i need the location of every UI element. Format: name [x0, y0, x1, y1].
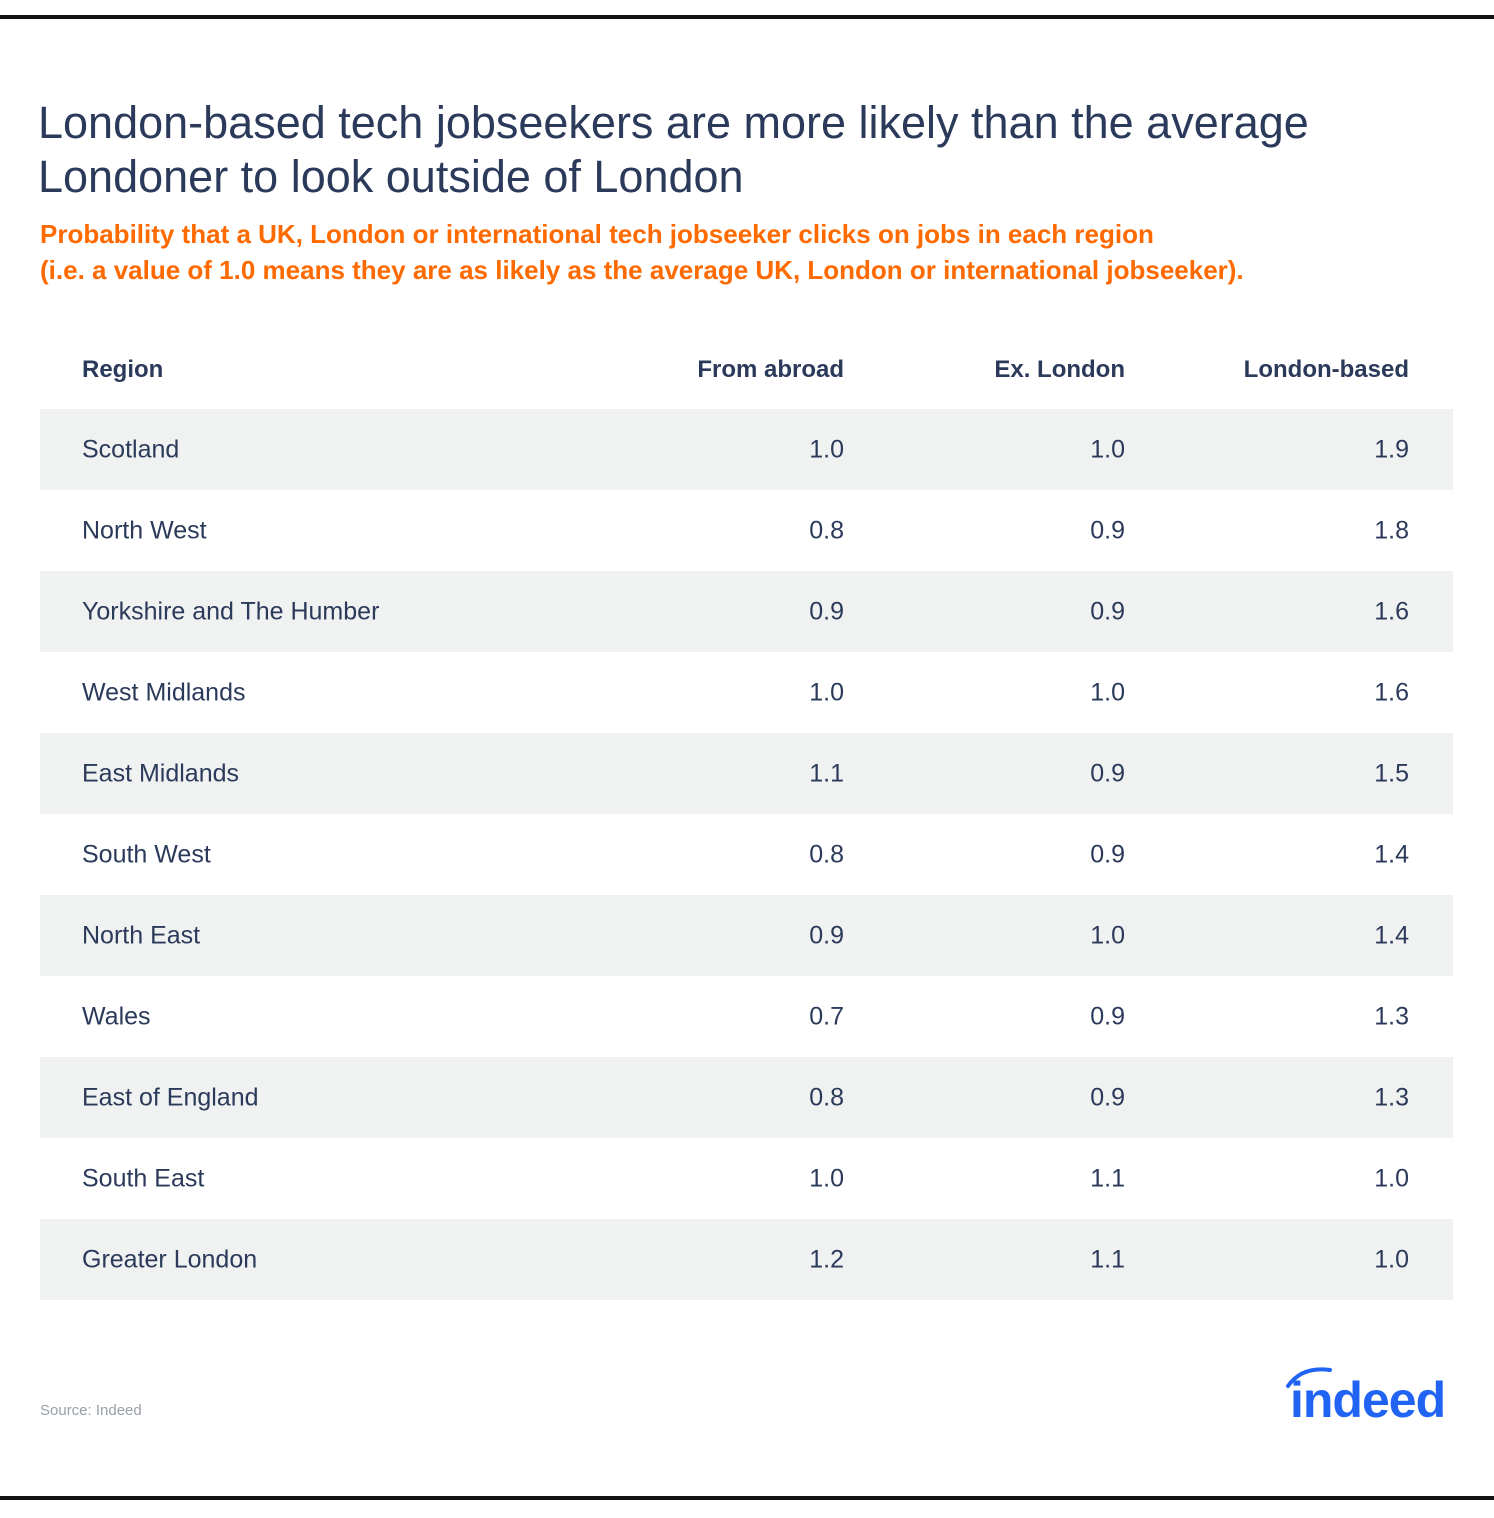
cell-ex-london: 0.9	[1090, 759, 1125, 787]
table-row: South West 0.8 0.9 1.4	[40, 814, 1453, 895]
subtitle-line-2: (i.e. a value of 1.0 means they are as l…	[40, 255, 1244, 285]
table-row: South East 1.0 1.1 1.0	[40, 1138, 1453, 1219]
cell-from-abroad: 0.8	[809, 1083, 844, 1111]
cell-ex-london: 0.9	[1090, 1002, 1125, 1030]
cell-region: South East	[82, 1164, 205, 1192]
header-london-based: London-based	[1243, 355, 1409, 383]
cell-region: East Midlands	[82, 759, 240, 787]
cell-from-abroad: 0.7	[809, 1002, 844, 1030]
cell-london-based: 1.4	[1374, 921, 1409, 949]
cell-from-abroad: 0.8	[809, 516, 844, 544]
cell-ex-london: 0.9	[1090, 516, 1125, 544]
cell-london-based: 1.9	[1374, 435, 1409, 463]
cell-from-abroad: 1.2	[809, 1245, 844, 1273]
cell-region: East of England	[82, 1083, 259, 1111]
cell-london-based: 1.3	[1374, 1002, 1409, 1030]
table-row: North East 0.9 1.0 1.4	[40, 895, 1453, 976]
data-table: Region From abroad Ex. London London-bas…	[40, 330, 1453, 1300]
table-row: Wales 0.7 0.9 1.3	[40, 976, 1453, 1057]
cell-region: North East	[82, 921, 201, 949]
table-row: North West 0.8 0.9 1.8	[40, 490, 1453, 571]
table-row: West Midlands 1.0 1.0 1.6	[40, 652, 1453, 733]
cell-london-based: 1.6	[1374, 597, 1409, 625]
cell-region: South West	[82, 840, 211, 868]
cell-region: Wales	[82, 1002, 151, 1030]
cell-ex-london: 1.1	[1090, 1164, 1125, 1192]
cell-region: Greater London	[82, 1245, 258, 1273]
header-ex-london: Ex. London	[994, 355, 1125, 383]
svg-text:indeed: indeed	[1290, 1372, 1445, 1422]
table-row: East Midlands 1.1 0.9 1.5	[40, 733, 1453, 814]
cell-from-abroad: 1.1	[809, 759, 844, 787]
cell-ex-london: 0.9	[1090, 597, 1125, 625]
cell-ex-london: 1.0	[1090, 921, 1125, 949]
cell-ex-london: 0.9	[1090, 1083, 1125, 1111]
cell-london-based: 1.5	[1374, 759, 1409, 787]
cell-london-based: 1.3	[1374, 1083, 1409, 1111]
cell-london-based: 1.6	[1374, 678, 1409, 706]
header-from-abroad: From abroad	[697, 355, 844, 383]
top-rule	[0, 15, 1494, 19]
cell-london-based: 1.0	[1374, 1245, 1409, 1273]
table-row: East of England 0.8 0.9 1.3	[40, 1057, 1453, 1138]
table-row: Greater London 1.2 1.1 1.0	[40, 1219, 1453, 1300]
cell-region: Scotland	[82, 435, 180, 463]
cell-from-abroad: 0.9	[809, 921, 844, 949]
cell-region: Yorkshire and The Humber	[82, 597, 380, 625]
cell-from-abroad: 0.9	[809, 597, 844, 625]
cell-ex-london: 0.9	[1090, 840, 1125, 868]
table-row: Scotland 1.0 1.0 1.9	[40, 409, 1453, 490]
page-title: London-based tech jobseekers are more li…	[38, 97, 1309, 202]
indeed-logo: indeed	[1284, 1362, 1456, 1428]
cell-ex-london: 1.0	[1090, 678, 1125, 706]
subtitle: Probability that a UK, London or interna…	[40, 216, 1460, 288]
cell-region: North West	[82, 516, 207, 544]
cell-ex-london: 1.0	[1090, 435, 1125, 463]
subtitle-line-1: Probability that a UK, London or interna…	[40, 219, 1154, 249]
header-region: Region	[82, 355, 164, 383]
cell-from-abroad: 0.8	[809, 840, 844, 868]
table-row: Yorkshire and The Humber 0.9 0.9 1.6	[40, 571, 1453, 652]
cell-from-abroad: 1.0	[809, 435, 844, 463]
bottom-rule	[0, 1496, 1494, 1500]
cell-london-based: 1.0	[1374, 1164, 1409, 1192]
table-header: Region From abroad Ex. London London-bas…	[40, 330, 1453, 409]
cell-from-abroad: 1.0	[809, 1164, 844, 1192]
cell-london-based: 1.4	[1374, 840, 1409, 868]
cell-from-abroad: 1.0	[809, 678, 844, 706]
cell-london-based: 1.8	[1374, 516, 1409, 544]
cell-ex-london: 1.1	[1090, 1245, 1125, 1273]
cell-region: West Midlands	[82, 678, 246, 706]
source-note: Source: Indeed	[40, 1402, 142, 1419]
